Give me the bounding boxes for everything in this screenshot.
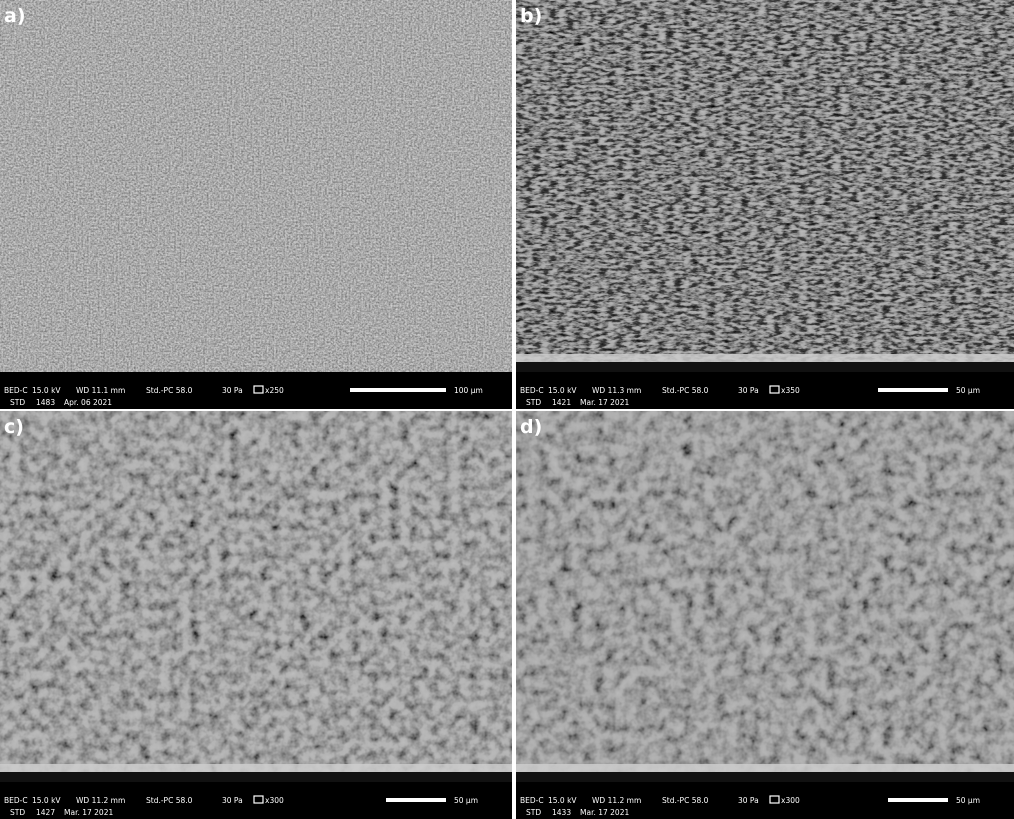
meta-date: Mar. 17 2021 — [580, 808, 629, 817]
meta-wd: WD 11.3 mm — [592, 386, 641, 395]
meta-scale: 50 µm — [956, 386, 980, 395]
panel-label: b) — [520, 5, 542, 27]
edge-strip — [0, 764, 512, 772]
meta-number: 1433 — [552, 808, 571, 817]
meta-pressure: 30 Pa — [222, 386, 243, 395]
sem-panel: a) BED-C 15.0 kV WD 11.1 mm Std.-PC 58.0 30 P… — [0, 0, 512, 409]
panel-label: a) — [4, 5, 26, 27]
scale-bar — [350, 388, 446, 392]
meta-mode: Std.-PC 58.0 — [662, 796, 709, 805]
meta-pressure: 30 Pa — [222, 796, 243, 805]
meta-scale: 50 µm — [956, 796, 980, 805]
meta-voltage: 15.0 kV — [548, 796, 577, 805]
meta-mode: Std.-PC 58.0 — [662, 386, 709, 395]
meta-scale: 50 µm — [454, 796, 478, 805]
meta-detector: BED-C — [4, 796, 28, 805]
micrograph — [516, 0, 1014, 372]
sem-panel: c) BED-C 15.0 kV WD 11.2 mm Std.-PC 58.0 30 P… — [0, 411, 512, 819]
edge-shadow — [516, 362, 1014, 372]
meta-pressure: 30 Pa — [738, 386, 759, 395]
edge-shadow — [516, 772, 1014, 782]
figure: a) BED-C 15.0 kV WD 11.1 mm Std.-PC 58.0 30 P… — [0, 0, 1014, 819]
meta-mag: x350 — [781, 386, 800, 395]
micrograph — [0, 0, 512, 372]
micrograph — [516, 411, 1014, 782]
edge-strip — [516, 354, 1014, 362]
meta-voltage: 15.0 kV — [548, 386, 577, 395]
meta-wd: WD 11.2 mm — [76, 796, 125, 805]
scale-bar — [888, 798, 948, 802]
meta-number: 1421 — [552, 398, 571, 407]
meta-wd: WD 11.1 mm — [76, 386, 125, 395]
meta-pressure: 30 Pa — [738, 796, 759, 805]
meta-number: 1483 — [36, 398, 55, 407]
meta-scale: 100 µm — [454, 386, 483, 395]
meta-detector: BED-C — [4, 386, 28, 395]
scale-bar — [386, 798, 446, 802]
sem-panel: d) BED-C 15.0 kV WD 11.2 mm Std.-PC 58.0 30 P… — [516, 411, 1014, 819]
scale-bar — [878, 388, 948, 392]
meta-mode: Std.-PC 58.0 — [146, 386, 193, 395]
meta-date: Mar. 17 2021 — [580, 398, 629, 407]
micrograph — [0, 411, 512, 782]
meta-date: Mar. 17 2021 — [64, 808, 113, 817]
panel-label: c) — [4, 416, 24, 438]
meta-std: STD — [10, 398, 25, 407]
meta-mag: x300 — [265, 796, 284, 805]
meta-number: 1427 — [36, 808, 55, 817]
meta-voltage: 15.0 kV — [32, 796, 61, 805]
meta-mode: Std.-PC 58.0 — [146, 796, 193, 805]
meta-mag: x300 — [781, 796, 800, 805]
meta-date: Apr. 06 2021 — [64, 398, 112, 407]
meta-wd: WD 11.2 mm — [592, 796, 641, 805]
meta-std: STD — [526, 808, 541, 817]
meta-std: STD — [526, 398, 541, 407]
meta-mag: x250 — [265, 386, 284, 395]
edge-shadow — [0, 772, 512, 782]
sem-panel: b) BED-C 15.0 kV WD 11.3 mm Std.-PC 58.0 30 P… — [516, 0, 1014, 409]
meta-voltage: 15.0 kV — [32, 386, 61, 395]
panel-label: d) — [520, 416, 542, 438]
meta-std: STD — [10, 808, 25, 817]
meta-detector: BED-C — [520, 796, 544, 805]
meta-detector: BED-C — [520, 386, 544, 395]
edge-strip — [516, 764, 1014, 772]
